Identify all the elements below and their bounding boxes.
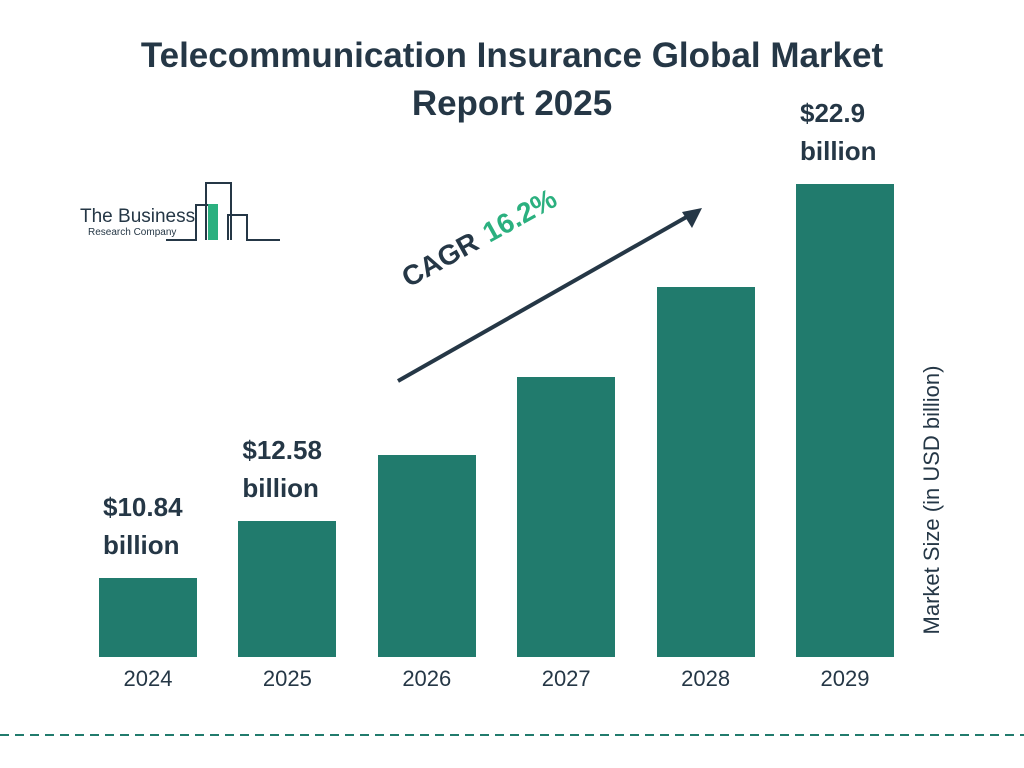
bar [377,454,476,657]
x-tick-label: 2025 [262,666,312,691]
x-tick-label: 2029 [820,666,870,691]
logo-subtext: Research Company [88,227,177,238]
logo-accent [208,204,218,240]
bar [99,578,197,657]
x-tick-label: 2027 [541,666,591,691]
bar [796,184,894,657]
cagr-arrow [397,213,691,383]
x-tick-label: 2026 [402,666,452,691]
bar [517,377,616,657]
logo-text: The Business [80,206,196,227]
bar [238,521,337,657]
value-label: $12.58 billion [242,435,322,504]
value-label: $10.84 billion [103,492,183,561]
x-tick-label: 2024 [123,666,173,691]
y-axis-label: Market Size (in USD billion) [919,365,944,635]
arrow-head [682,208,702,228]
bar [656,287,755,657]
chart-title: Telecommunication Insurance Global Marke… [140,36,884,123]
value-label: $22.9 billion [800,98,877,166]
x-tick-label: 2028 [681,666,731,691]
